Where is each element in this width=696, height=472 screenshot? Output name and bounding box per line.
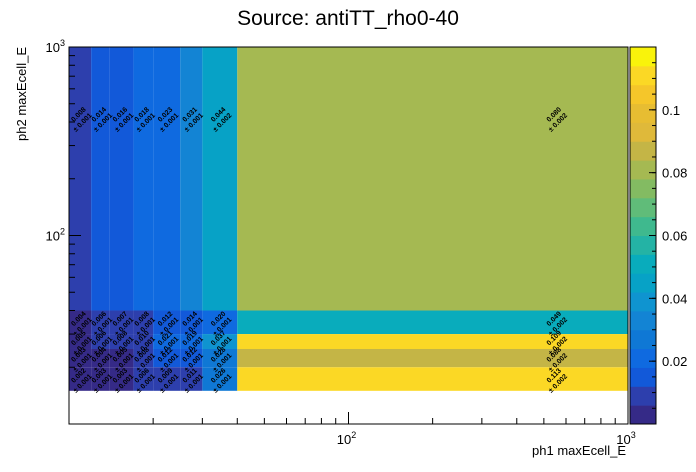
colorbar-segment xyxy=(630,141,656,161)
heatmap-cell xyxy=(69,334,92,349)
x-axis-label: ph1 maxEcell_E xyxy=(532,443,626,458)
heatmap-cell xyxy=(180,310,203,335)
heatmap-cell xyxy=(237,367,629,391)
colorbar-segment xyxy=(630,197,656,218)
heatmap-cell xyxy=(202,334,238,349)
heatmap-cell xyxy=(133,367,154,391)
heatmap-cell xyxy=(237,47,629,311)
colorbar-segment xyxy=(630,160,656,180)
colorbar-segment xyxy=(630,65,656,86)
heatmap-cell xyxy=(133,47,154,311)
heatmap-cell xyxy=(109,334,134,349)
heatmap-cell xyxy=(69,310,92,335)
colorbar-segment xyxy=(630,292,656,312)
colorbar-tick-label: 0.04 xyxy=(662,291,687,306)
colorbar-tick-label: 0.1 xyxy=(662,103,680,118)
heatmap-cell xyxy=(91,367,110,391)
heatmap-cell xyxy=(202,47,238,311)
heatmap-cell xyxy=(153,334,181,349)
colorbar-segment xyxy=(630,273,656,293)
heatmap-cell xyxy=(237,310,629,335)
heatmap-cell xyxy=(153,47,181,311)
y-tick-label: 102 xyxy=(46,227,65,244)
heatmap-cell xyxy=(202,310,238,335)
colorbar-segment xyxy=(630,405,656,425)
heatmap-cell xyxy=(180,47,203,311)
y-axis-label: ph2 maxEcell_E xyxy=(14,47,29,141)
colorbar-segment xyxy=(630,367,656,387)
heatmap-cell xyxy=(202,348,238,368)
color-scale-bar: 0.02 0.04 0.06 0.08 0.1 xyxy=(629,46,687,425)
heatmap-cell xyxy=(133,334,154,349)
heatmap-cell xyxy=(109,47,134,311)
heatmap-cell xyxy=(69,47,92,311)
colorbar-segment xyxy=(630,84,656,105)
heatmap-cells xyxy=(69,47,629,391)
chart-title: Source: antiTT_rho0-40 xyxy=(237,7,459,30)
colorbar-segment xyxy=(630,235,656,255)
colorbar-segment xyxy=(630,254,656,274)
colorbar-segment xyxy=(630,178,656,199)
colorbar-segment xyxy=(630,348,656,368)
y-tick-label: 103 xyxy=(46,38,65,55)
heatmap-cell xyxy=(180,367,203,391)
heatmap-cell xyxy=(91,310,110,335)
axes: 102 103 102 103 xyxy=(46,38,636,447)
heatmap-cell xyxy=(237,348,629,368)
heatmap-cell xyxy=(153,367,181,391)
heatmap-cell xyxy=(202,367,238,391)
heatmap-cell xyxy=(180,348,203,368)
colorbar-segment xyxy=(630,216,656,236)
colorbar-segment xyxy=(630,329,656,350)
colorbar-tick-label: 0.08 xyxy=(662,166,687,181)
heatmap-cell xyxy=(133,348,154,368)
colorbar-segment xyxy=(630,310,656,331)
x-tick-label: 102 xyxy=(337,430,356,447)
colorbar-tick-label: 0.02 xyxy=(662,354,687,369)
heatmap-cell xyxy=(109,310,134,335)
heatmap-cell xyxy=(180,334,203,349)
colorbar-segment xyxy=(630,122,656,142)
colorbar-segment xyxy=(630,47,656,67)
heatmap-cell xyxy=(109,367,134,391)
heatmap-cell xyxy=(69,367,92,391)
heatmap-cell xyxy=(133,310,154,335)
heatmap-cell xyxy=(69,348,92,368)
heatmap-cell xyxy=(237,334,629,349)
colorbar-segment xyxy=(630,103,656,123)
heatmap-cell xyxy=(91,348,110,368)
heatmap-cell xyxy=(91,47,110,311)
heatmap-cell xyxy=(91,334,110,349)
heatmap-cell xyxy=(153,348,181,368)
heatmap-cell xyxy=(109,348,134,368)
colorbar-tick-label: 0.06 xyxy=(662,229,687,244)
x-tick-label: 103 xyxy=(616,430,635,447)
colorbar-segment xyxy=(630,386,656,406)
heatmap-cell xyxy=(153,310,181,335)
